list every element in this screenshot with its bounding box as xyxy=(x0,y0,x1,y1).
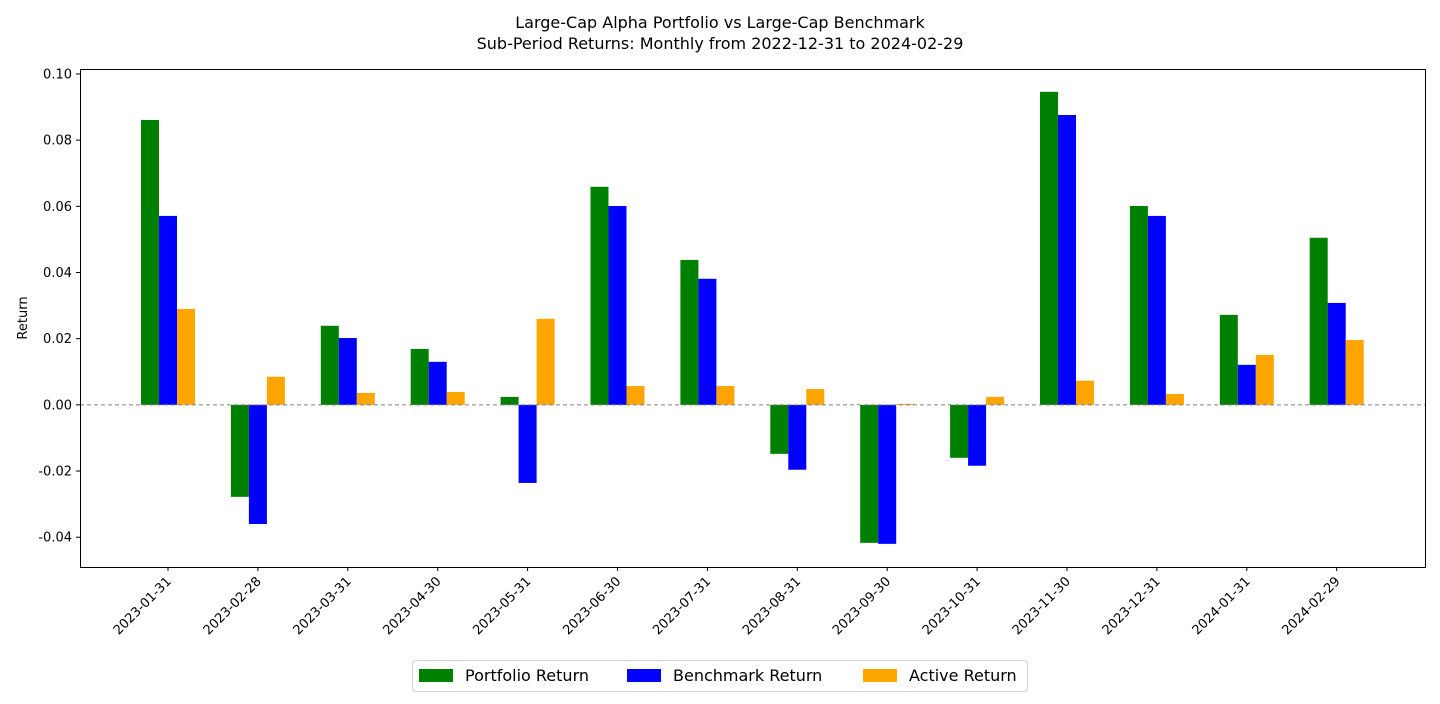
bar-active-return-2023-05-31 xyxy=(536,318,555,405)
bar-benchmark-return-2023-02-28 xyxy=(248,404,267,524)
x-tick-label: 2023-04-30 xyxy=(380,574,444,638)
y-tick-label: 0.10 xyxy=(43,67,72,82)
bar-active-return-2023-06-30 xyxy=(626,385,645,405)
bar-benchmark-return-2023-12-31 xyxy=(1147,215,1166,405)
bar-active-return-2023-09-30 xyxy=(896,403,915,405)
legend-swatch xyxy=(419,669,453,682)
y-tick-label: 0.08 xyxy=(43,134,72,149)
bar-portfolio-return-2023-11-30 xyxy=(1040,91,1058,405)
bars-layer xyxy=(141,91,1364,544)
x-tick-label: 2023-05-31 xyxy=(470,574,534,638)
bar-active-return-2023-08-31 xyxy=(806,388,825,405)
bar-active-return-2023-02-28 xyxy=(266,376,285,405)
bar-benchmark-return-2023-08-31 xyxy=(788,404,807,470)
y-tick-label: 0.02 xyxy=(43,332,72,347)
bar-portfolio-return-2023-09-30 xyxy=(860,404,879,543)
chart-title: Large-Cap Alpha Portfolio vs Large-Cap B… xyxy=(515,13,925,32)
y-tick-label: 0.06 xyxy=(43,200,72,215)
bar-portfolio-return-2023-07-31 xyxy=(680,259,699,405)
legend-swatch xyxy=(627,669,661,682)
bar-active-return-2023-10-31 xyxy=(986,396,1005,405)
x-tick-label: 2023-09-30 xyxy=(830,574,894,638)
bar-active-return-2023-01-31 xyxy=(177,308,195,405)
legend-label: Active Return xyxy=(909,666,1017,685)
bar-portfolio-return-2023-12-31 xyxy=(1129,205,1148,405)
bar-active-return-2023-12-31 xyxy=(1165,393,1184,405)
bar-benchmark-return-2023-06-30 xyxy=(608,205,627,405)
legend: Portfolio Return Benchmark Return Active R… xyxy=(412,660,1028,692)
x-axis: 2023-01-31 2023-02-28 2023-03-31 2023-04-30… xyxy=(111,567,1344,638)
bar-portfolio-return-2024-02-29 xyxy=(1309,237,1328,405)
x-tick-label: 2023-11-30 xyxy=(1010,574,1074,638)
bar-portfolio-return-2023-08-31 xyxy=(770,404,789,454)
bar-benchmark-return-2023-03-31 xyxy=(338,338,357,405)
bar-portfolio-return-2023-05-31 xyxy=(500,396,519,405)
bar-portfolio-return-2023-03-31 xyxy=(320,325,339,405)
bar-benchmark-return-2023-05-31 xyxy=(518,404,537,483)
y-tick-label: -0.02 xyxy=(38,465,72,480)
bar-benchmark-return-2023-11-30 xyxy=(1058,114,1076,405)
bar-benchmark-return-2024-02-29 xyxy=(1327,302,1346,405)
x-tick-label: 2023-01-31 xyxy=(111,574,175,638)
legend-swatch xyxy=(863,669,897,682)
bar-active-return-2023-07-31 xyxy=(716,385,735,405)
bar-benchmark-return-2023-09-30 xyxy=(878,404,897,544)
bar-benchmark-return-2023-04-30 xyxy=(428,361,447,405)
y-axis: -0.04 -0.02 0.00 0.02 0.04 0.06 0.08 0.10 xyxy=(38,67,80,546)
legend-frame xyxy=(412,660,1028,692)
x-tick-label: 2024-01-31 xyxy=(1190,574,1254,638)
y-tick-label: 0.00 xyxy=(43,398,72,413)
plot-frame xyxy=(80,69,1426,568)
x-tick-label: 2023-12-31 xyxy=(1100,574,1164,638)
bar-benchmark-return-2023-01-31 xyxy=(159,215,177,405)
bar-active-return-2023-04-30 xyxy=(446,391,465,405)
bar-portfolio-return-2023-02-28 xyxy=(230,404,249,497)
bar-portfolio-return-2023-06-30 xyxy=(590,186,609,405)
bar-portfolio-return-2023-01-31 xyxy=(141,119,159,405)
chart-subtitle: Sub-Period Returns: Monthly from 2022-12… xyxy=(477,34,964,53)
legend-label: Benchmark Return xyxy=(673,666,822,685)
bar-portfolio-return-2023-10-31 xyxy=(950,404,969,458)
legend-label: Portfolio Return xyxy=(465,666,589,685)
x-tick-label: 2023-06-30 xyxy=(560,574,624,638)
y-axis-label: Return xyxy=(16,296,31,339)
x-tick-label: 2024-02-29 xyxy=(1279,574,1343,638)
x-tick-label: 2023-10-31 xyxy=(920,574,984,638)
x-tick-label: 2023-03-31 xyxy=(291,574,355,638)
bar-active-return-2024-01-31 xyxy=(1255,354,1274,405)
bar-active-return-2023-03-31 xyxy=(356,392,375,405)
y-tick-label: -0.04 xyxy=(38,531,72,546)
x-tick-label: 2023-08-31 xyxy=(740,574,804,638)
bar-benchmark-return-2023-10-31 xyxy=(968,404,987,466)
bar-portfolio-return-2023-04-30 xyxy=(410,348,429,405)
x-tick-label: 2023-07-31 xyxy=(650,574,714,638)
bar-portfolio-return-2024-01-31 xyxy=(1219,314,1238,405)
bar-benchmark-return-2024-01-31 xyxy=(1237,364,1256,405)
bar-active-return-2023-11-30 xyxy=(1076,380,1094,405)
bar-active-return-2024-02-29 xyxy=(1345,340,1364,405)
x-tick-label: 2023-02-28 xyxy=(201,574,265,638)
y-tick-label: 0.04 xyxy=(43,266,72,281)
bar-benchmark-return-2023-07-31 xyxy=(698,278,717,405)
